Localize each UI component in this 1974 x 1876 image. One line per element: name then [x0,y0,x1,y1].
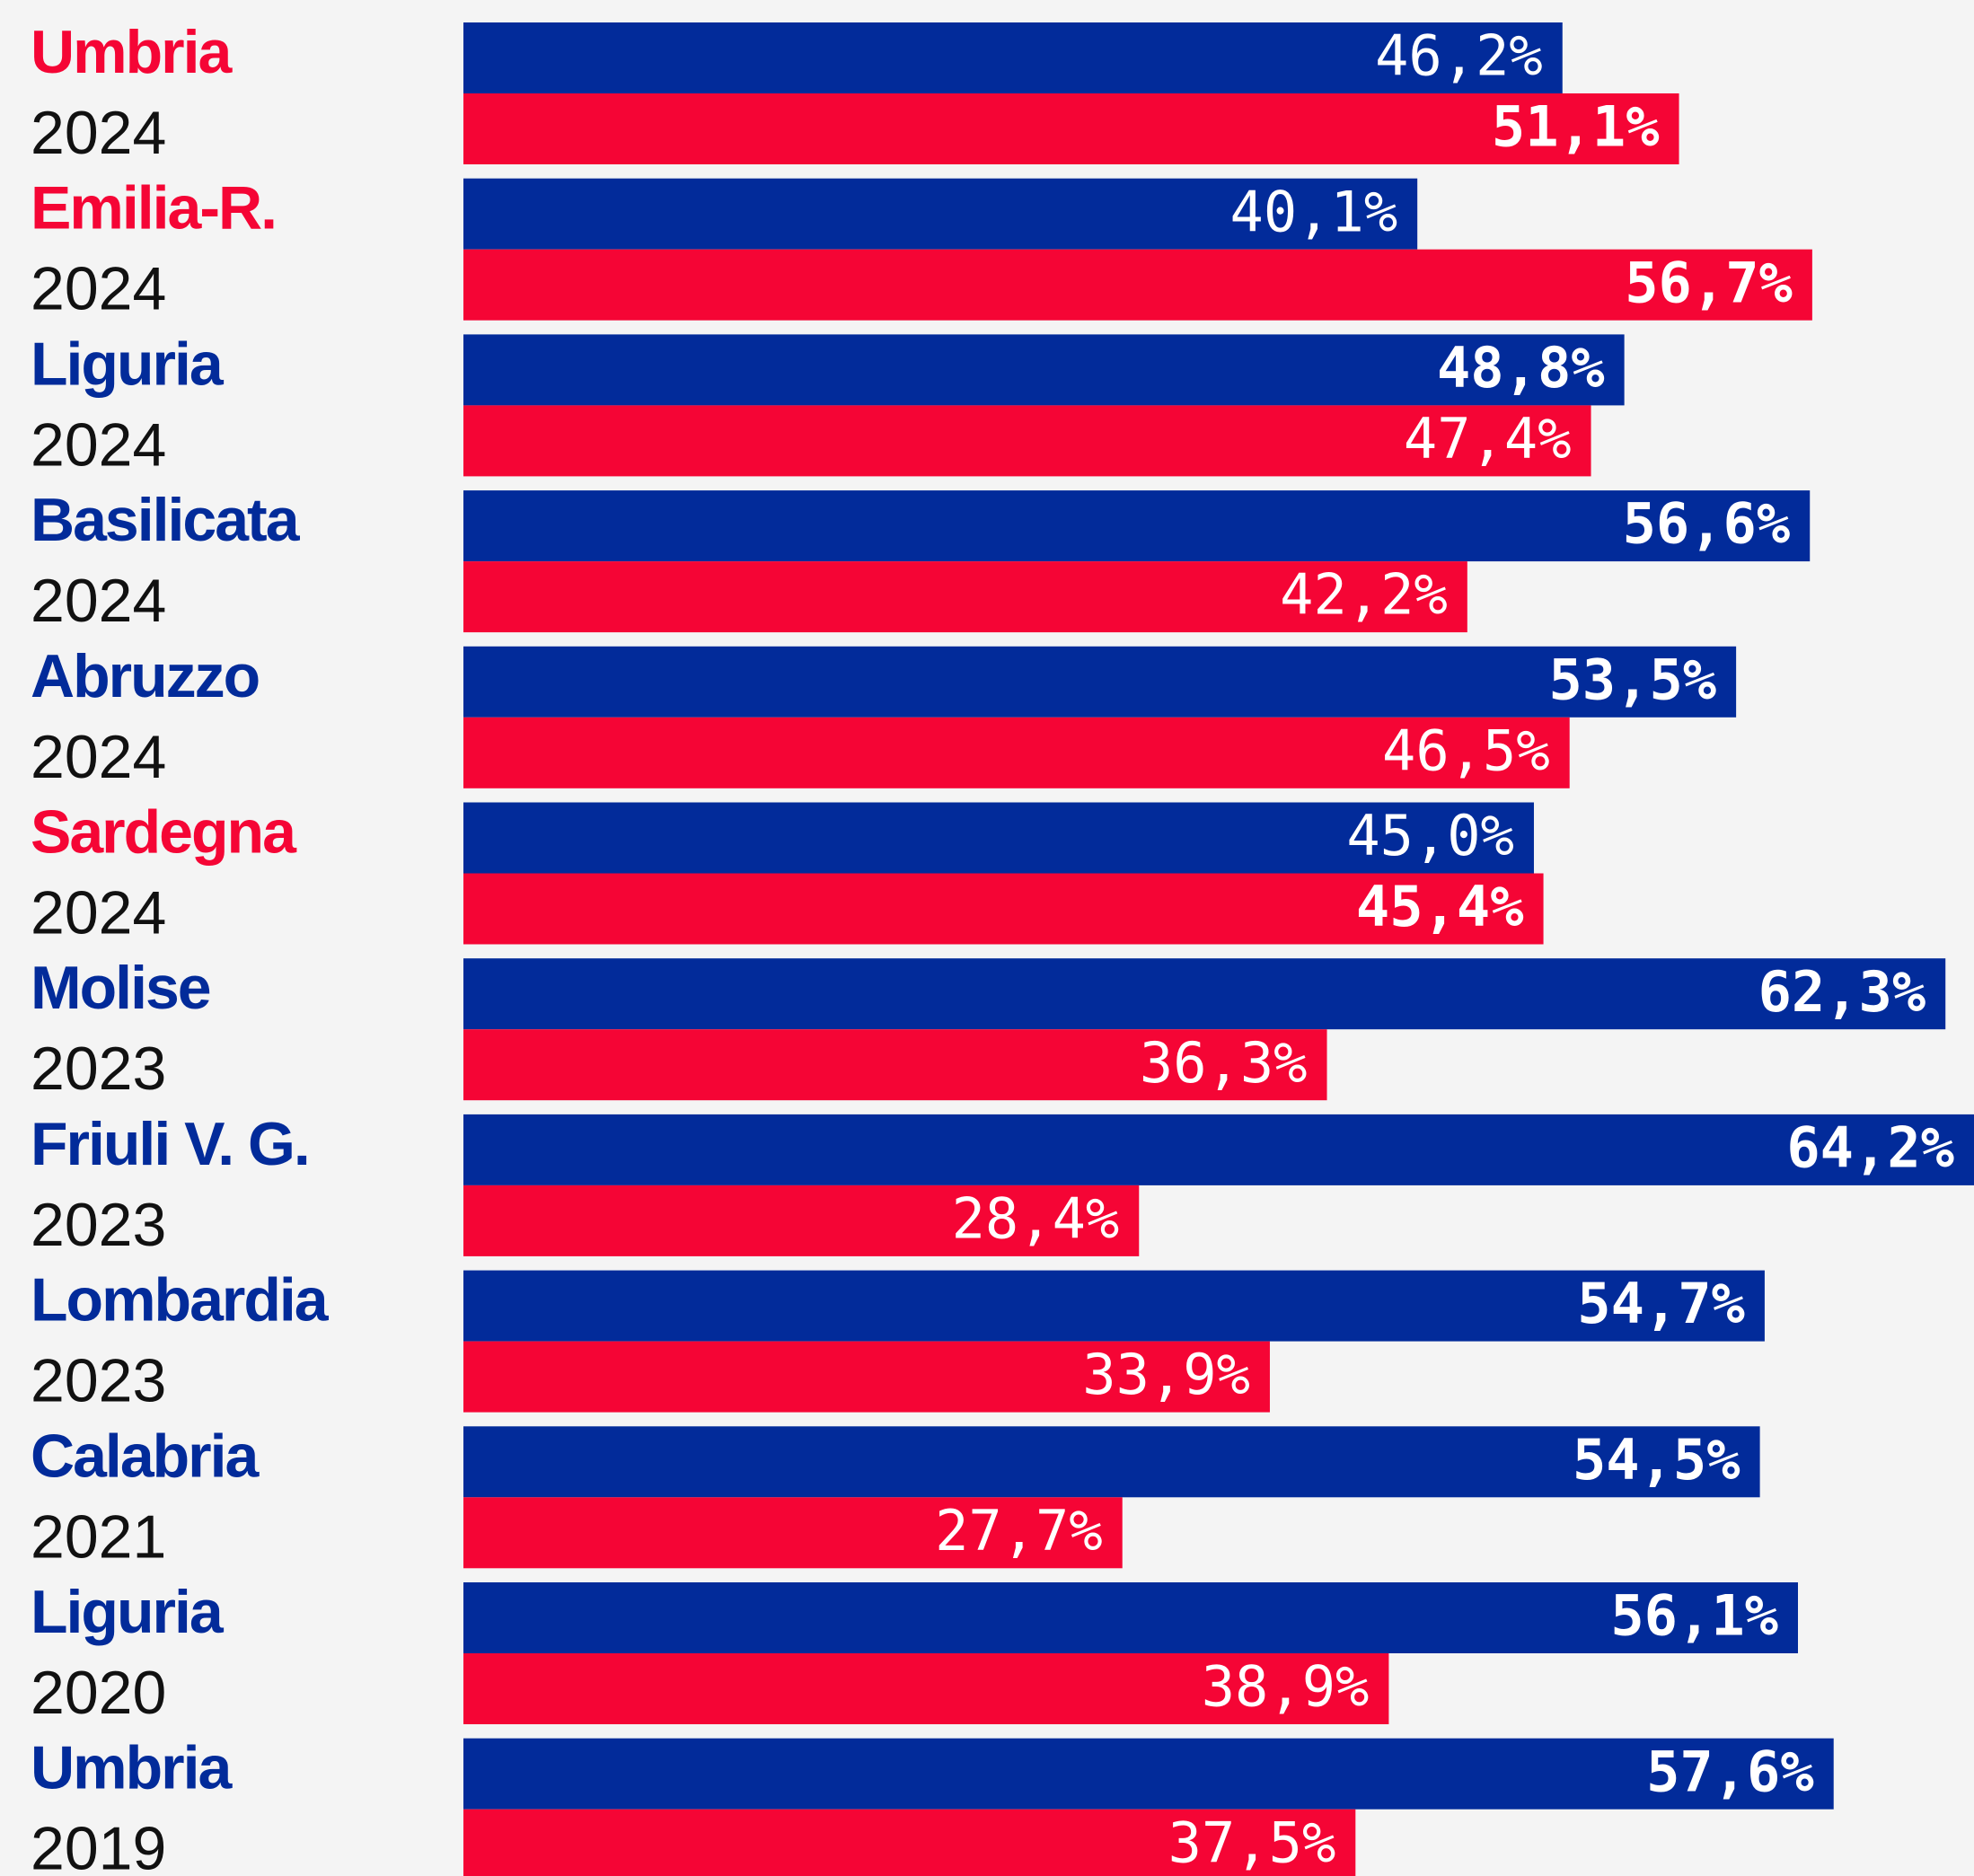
value-label: 45,4% [1356,874,1524,939]
value-label: 56,7% [1625,250,1793,315]
bar [463,873,1544,945]
year-label: 2023 [31,1035,166,1103]
value-label: 56,6% [1623,491,1791,557]
bar [463,802,1534,874]
value-label: 51,1% [1492,94,1660,160]
year-label: 2021 [31,1502,166,1571]
region-label: Umbria [31,18,233,86]
bar [463,178,1418,250]
value-label: 54,7% [1577,1271,1745,1336]
value-label: 42,2% [1280,562,1448,628]
year-label: 2024 [31,99,166,167]
bar [463,1809,1356,1876]
year-label: 2024 [31,410,166,479]
region-label: Calabria [31,1422,260,1490]
value-label: 33,9% [1082,1342,1250,1407]
region-label: Liguria [31,330,225,398]
value-label: 40,1% [1230,179,1398,244]
value-label: 36,3% [1140,1030,1308,1096]
year-label: 2024 [31,723,166,791]
value-label: 48,8% [1437,335,1605,401]
bar [463,1582,1798,1653]
value-label: 46,5% [1382,718,1550,783]
value-label: 45,0% [1346,803,1514,868]
bar [463,1185,1140,1256]
bar [463,1114,1974,1185]
bar [463,1270,1765,1342]
bar [463,1738,1834,1810]
region-label: Umbria [31,1734,233,1802]
region-label: Emilia-R. [31,174,276,242]
year-label: 2019 [31,1815,166,1876]
year-label: 2024 [31,255,166,323]
bar [463,334,1625,406]
region-label: Lombardia [31,1266,330,1334]
value-label: 27,7% [935,1498,1103,1563]
bar [463,1497,1123,1569]
bar [463,93,1679,164]
year-label: 2023 [31,1191,166,1259]
region-label: Liguria [31,1578,225,1646]
region-label: Abruzzo [31,642,259,710]
value-label: 62,3% [1758,959,1926,1025]
bar [463,1426,1760,1498]
bar [463,717,1570,788]
region-label: Friuli V. G. [31,1110,309,1178]
bar [463,22,1563,93]
year-label: 2024 [31,567,166,635]
value-label: 56,1% [1610,1583,1778,1649]
bar [463,249,1812,321]
value-label: 57,6% [1646,1739,1814,1804]
bar [463,646,1737,718]
bar [463,490,1811,562]
value-label: 28,4% [952,1185,1120,1251]
value-label: 46,2% [1375,23,1543,89]
value-label: 37,5% [1168,1810,1336,1875]
year-label: 2023 [31,1347,166,1415]
region-label: Molise [31,954,210,1022]
region-label: Sardegna [31,797,297,866]
bar [463,958,1946,1030]
bar [463,1029,1327,1101]
bar [463,405,1591,477]
value-label: 53,5% [1548,647,1716,712]
value-label: 47,4% [1404,406,1572,471]
year-label: 2020 [31,1659,166,1727]
value-label: 54,5% [1573,1427,1740,1493]
bar [463,1653,1389,1724]
year-label: 2024 [31,878,166,947]
value-label: 64,2% [1786,1114,1954,1180]
bar [463,561,1467,633]
value-label: 38,9% [1202,1654,1370,1720]
region-label: Basilicata [31,486,301,554]
bar [463,1341,1270,1413]
